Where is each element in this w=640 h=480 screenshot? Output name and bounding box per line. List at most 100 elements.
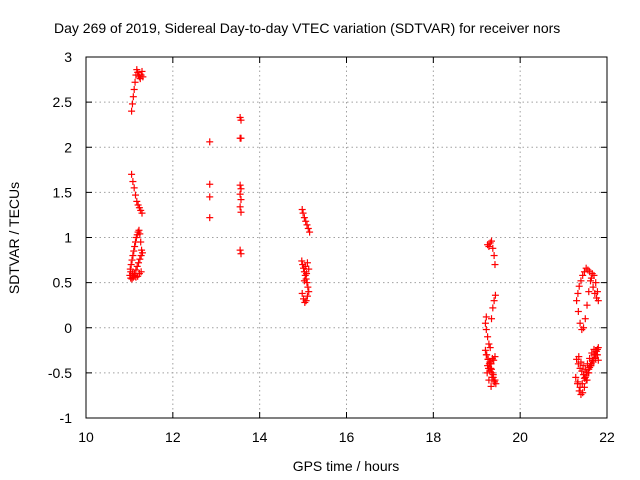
y-tick-label: -0.5 (48, 365, 72, 381)
y-tick-label: 2.5 (53, 94, 73, 110)
x-tick-label: 10 (78, 429, 94, 445)
data-point (574, 378, 582, 386)
data-point (485, 340, 493, 348)
data-point (206, 193, 214, 201)
data-point (482, 326, 490, 334)
data-point (576, 383, 584, 391)
data-point (574, 308, 582, 316)
data-point (130, 247, 138, 255)
data-point (485, 243, 493, 251)
data-point (578, 326, 586, 334)
data-point (489, 304, 497, 312)
data-point (237, 185, 245, 193)
data-point (137, 252, 145, 260)
data-point (136, 230, 144, 238)
data-point (589, 283, 597, 291)
data-point (138, 67, 146, 75)
data-point (587, 277, 595, 285)
data-point (573, 297, 581, 305)
y-tick-label: 1.5 (53, 184, 73, 200)
data-point (128, 256, 136, 264)
data-point (580, 324, 588, 332)
data-point (298, 257, 306, 265)
data-point (298, 206, 306, 214)
data-point (592, 279, 600, 287)
data-point (131, 78, 139, 86)
data-point (579, 271, 587, 279)
data-point (591, 354, 599, 362)
data-point (593, 351, 601, 359)
data-point (304, 224, 312, 232)
data-point (131, 191, 139, 199)
x-tick-label: 22 (599, 429, 615, 445)
data-point (138, 209, 146, 217)
data-point (128, 170, 136, 178)
data-point (588, 270, 596, 278)
plot-frame (85, 56, 608, 419)
data-point (133, 197, 141, 205)
data-point (490, 356, 498, 364)
data-point (575, 387, 583, 395)
data-point (491, 261, 499, 269)
data-point (305, 288, 313, 296)
data-point (577, 391, 585, 399)
data-point (583, 301, 591, 309)
y-tick-label: 0 (64, 320, 72, 336)
data-point (236, 246, 244, 254)
data-point (481, 319, 489, 327)
data-point (301, 298, 309, 306)
x-tick-label: 20 (512, 429, 528, 445)
data-point (139, 73, 147, 81)
data-point (485, 376, 493, 384)
chart-title: Day 269 of 2019, Sidereal Day-to-day VTE… (54, 20, 560, 36)
data-point (575, 353, 583, 361)
data-point (300, 214, 308, 222)
data-point (236, 181, 244, 189)
axis-ticks: 10 12 14 16 18 20 22 -1 -0.5 0 0.5 1 1.5 2 2.5 3 (48, 49, 615, 445)
data-point (593, 288, 601, 296)
data-point (491, 353, 499, 361)
data-point (299, 209, 307, 217)
y-tick-label: 3 (64, 49, 72, 65)
x-tick-label: 16 (339, 429, 355, 445)
data-point (572, 373, 580, 381)
data-point (300, 277, 308, 285)
data-point (130, 85, 138, 93)
x-tick-label: 14 (252, 429, 268, 445)
data-point (585, 288, 593, 296)
data-point (135, 226, 143, 234)
data-point (237, 250, 245, 258)
data-point (129, 252, 137, 260)
data-point (301, 271, 309, 279)
data-point (206, 214, 214, 222)
data-point (580, 374, 588, 382)
data-point (583, 369, 591, 377)
data-point (127, 261, 135, 269)
data-point (491, 291, 499, 299)
data-point (579, 389, 587, 397)
data-point (302, 217, 310, 225)
data-point (486, 344, 494, 352)
y-tick-label: 1 (64, 230, 72, 246)
data-point (303, 270, 311, 278)
data-point (305, 265, 313, 273)
data-point (206, 138, 214, 146)
data-point (590, 345, 598, 353)
data-point (237, 196, 245, 204)
data-point (237, 134, 245, 142)
data-point (131, 243, 139, 251)
data-point (303, 221, 311, 229)
data-point (577, 277, 585, 285)
y-axis-label: SDTVAR / TECUs (6, 182, 22, 294)
data-point (588, 349, 596, 357)
data-point (137, 268, 145, 276)
data-point (585, 365, 593, 373)
x-axis-label: GPS time / hours (293, 458, 400, 474)
data-point (581, 315, 589, 323)
data-point (130, 184, 138, 192)
data-point (582, 264, 590, 272)
data-point (484, 333, 492, 341)
data-point (487, 382, 495, 390)
data-point (303, 259, 311, 267)
data-point (128, 100, 136, 108)
